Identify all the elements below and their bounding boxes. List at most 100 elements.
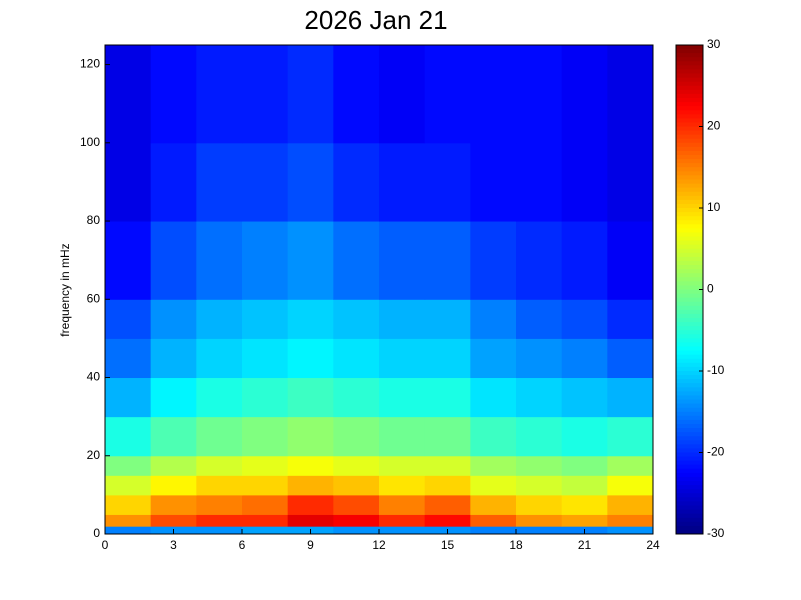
colorbar-segment <box>676 432 703 437</box>
colorbar-segment <box>676 444 703 449</box>
heatmap-cell <box>150 338 197 379</box>
heatmap-cell <box>196 338 243 379</box>
colorbar-segment <box>676 305 703 311</box>
colorbar-segment <box>676 362 703 368</box>
heatmap-cell <box>424 475 471 496</box>
heatmap-cell <box>379 338 426 379</box>
heatmap-cell <box>379 299 426 339</box>
colorbar-segment <box>676 497 703 502</box>
heatmap-cell <box>287 142 334 222</box>
chart-title: 2026 Jan 21 <box>304 5 447 35</box>
heatmap-cell <box>607 338 654 379</box>
colorbar-segment <box>676 517 703 523</box>
heatmap-cell <box>333 475 380 496</box>
colorbar-segment <box>676 403 703 409</box>
heatmap-cell <box>561 45 608 144</box>
heatmap-cell <box>105 299 152 339</box>
heatmap-cell <box>607 514 654 527</box>
heatmap-cell <box>516 142 563 222</box>
heatmap-cell <box>287 45 334 144</box>
heatmap-cell <box>607 526 654 535</box>
heatmap-cell <box>470 142 517 222</box>
colorbar-segment <box>676 187 703 193</box>
heatmap-cell <box>196 299 243 339</box>
x-tick-label: 15 <box>441 538 455 552</box>
heatmap-cell <box>561 494 608 515</box>
heatmap-cell <box>287 455 334 476</box>
heatmap-cell <box>516 526 563 535</box>
colorbar-segment <box>676 509 703 515</box>
colorbar-segment <box>676 476 703 482</box>
heatmap-cell <box>105 416 152 457</box>
colorbar-segment <box>676 395 703 401</box>
heatmap-cell <box>287 514 334 527</box>
colorbar-segment <box>676 334 703 339</box>
colorbar-segment <box>676 118 703 123</box>
colorbar-segment <box>676 260 703 266</box>
colorbar-segment <box>676 342 703 348</box>
colorbar-tick-label: -10 <box>707 363 725 377</box>
heatmap-cell <box>607 494 654 515</box>
heatmap-cell <box>607 377 654 418</box>
colorbar-segment <box>676 423 703 429</box>
y-tick-label: 0 <box>93 526 100 540</box>
colorbar-segment <box>676 440 703 445</box>
colorbar-segment <box>676 493 703 498</box>
heatmap-cell <box>516 416 563 457</box>
colorbar-segment <box>676 489 703 494</box>
heatmap-cell <box>196 142 243 222</box>
colorbar-segment <box>676 330 703 335</box>
heatmap-cell <box>607 299 654 339</box>
heatmap-cell <box>150 299 197 339</box>
heatmap-cell <box>287 377 334 418</box>
heatmap-cell <box>516 494 563 515</box>
heatmap-cell <box>516 299 563 339</box>
heatmap-cell <box>196 377 243 418</box>
heatmap-cell <box>379 494 426 515</box>
colorbar-segment <box>676 281 703 286</box>
colorbar-segment <box>676 456 703 462</box>
heatmap-cell <box>196 45 243 144</box>
colorbar-tick-label: -20 <box>707 445 725 459</box>
heatmap-cell <box>105 45 152 144</box>
heatmap-cell <box>561 221 608 300</box>
colorbar-segment <box>676 375 703 380</box>
heatmap-cell <box>105 494 152 515</box>
heatmap-cell <box>561 416 608 457</box>
colorbar-segment <box>676 379 703 384</box>
heatmap-cell <box>242 526 289 535</box>
heatmap-cell <box>150 514 197 527</box>
colorbar-segment <box>676 313 703 319</box>
colorbar-segment <box>676 322 703 327</box>
heatmap-cell <box>287 475 334 496</box>
heatmap-cell <box>196 455 243 476</box>
colorbar-segment <box>676 301 703 307</box>
colorbar-segment <box>676 285 703 290</box>
colorbar-segment <box>676 53 703 58</box>
colorbar-segment <box>676 468 703 474</box>
colorbar-segment <box>676 171 703 176</box>
heatmap-cell <box>333 416 380 457</box>
colorbar-segment <box>676 501 703 506</box>
y-tick-label: 80 <box>87 213 101 227</box>
heatmap-cell <box>379 45 426 144</box>
x-tick-label: 6 <box>239 538 246 552</box>
colorbar-segment <box>676 513 703 519</box>
colorbar-segment <box>676 358 703 364</box>
heatmap-cell <box>333 514 380 527</box>
colorbar-segment <box>676 122 703 127</box>
colorbar-segment <box>676 179 703 185</box>
heatmap-cell <box>196 475 243 496</box>
colorbar-segment <box>676 220 703 225</box>
y-tick-label: 40 <box>87 370 101 384</box>
heatmap-cell <box>242 45 289 144</box>
colorbar-segment <box>676 309 703 315</box>
heatmap-cell <box>561 377 608 418</box>
heatmap-cell <box>561 338 608 379</box>
colorbar-segment <box>676 126 703 132</box>
colorbar-segment <box>676 505 703 511</box>
colorbar-segment <box>676 77 703 83</box>
colorbar-segment <box>676 69 703 75</box>
colorbar-segment <box>676 49 703 54</box>
